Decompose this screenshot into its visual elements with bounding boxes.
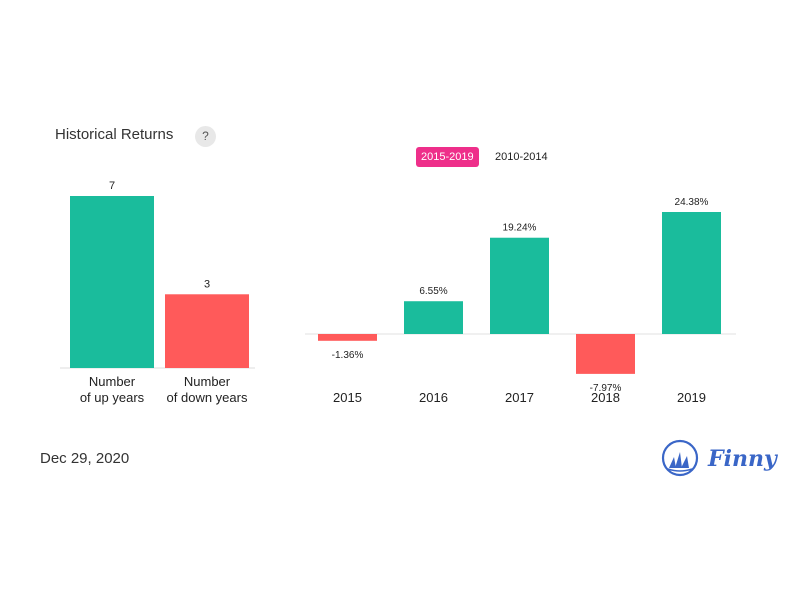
x-tick-label: of down years (167, 390, 248, 405)
as-of-date: Dec 29, 2020 (40, 450, 130, 467)
bar-value-label: 19.24% (503, 223, 537, 234)
up-years-bar (70, 196, 154, 368)
finny-logo-icon (661, 439, 699, 477)
brand-name: Finny (708, 446, 777, 472)
bar-value-label: -7.97% (590, 383, 622, 394)
x-tick-label: 2017 (505, 390, 534, 405)
return-bar-2015 (318, 334, 377, 341)
tab-2015-2019[interactable]: 2015-2019 (416, 147, 479, 167)
return-bar-2016 (404, 301, 463, 334)
x-tick-label: 2018 (591, 390, 620, 405)
down-years-bar (165, 294, 249, 368)
x-tick-label: Number (89, 374, 136, 389)
bar-value-label: 6.55% (419, 286, 447, 297)
tab-2010-2014[interactable]: 2010-2014 (495, 151, 548, 163)
help-button[interactable]: ? (195, 126, 216, 147)
x-tick-label: 2015 (333, 390, 362, 405)
x-tick-label: 2016 (419, 390, 448, 405)
bar-value-label: 3 (204, 278, 210, 290)
page-title: Historical Returns (55, 126, 174, 143)
bar-value-label: 24.38% (675, 197, 709, 208)
bar-value-label: 7 (109, 180, 115, 192)
return-bar-2018 (576, 334, 635, 374)
return-bar-2017 (490, 237, 549, 334)
x-tick-label: 2019 (677, 390, 706, 405)
x-tick-label: Number (184, 374, 231, 389)
bar-value-label: -1.36% (332, 350, 364, 361)
return-bar-2019 (662, 212, 721, 334)
x-tick-label: of up years (80, 390, 145, 405)
